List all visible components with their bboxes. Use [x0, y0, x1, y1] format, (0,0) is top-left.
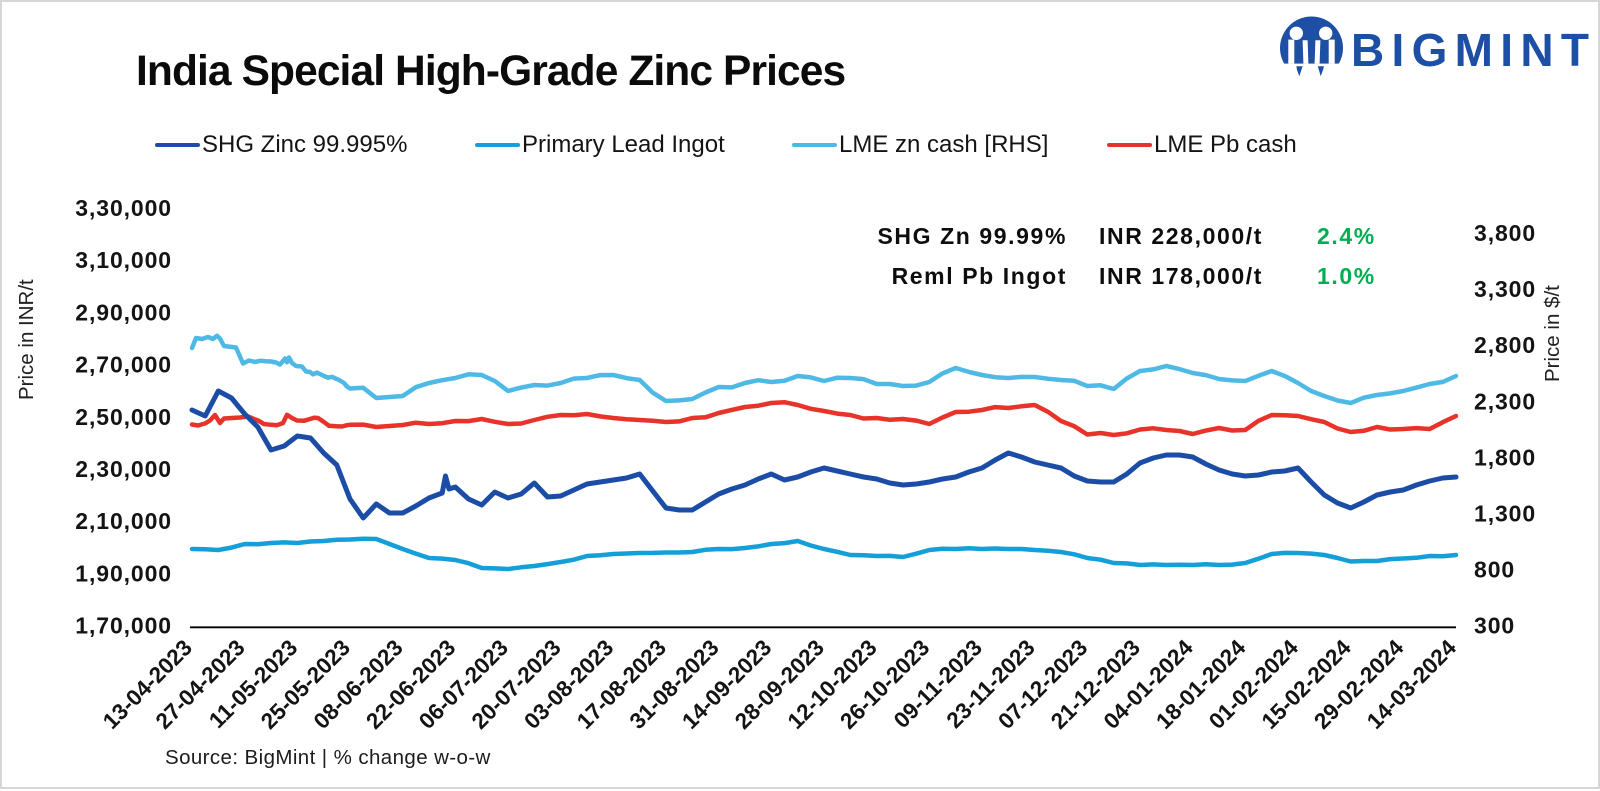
svg-text:3,10,000: 3,10,000 [75, 247, 172, 273]
svg-text:3,800: 3,800 [1474, 220, 1536, 246]
svg-text:1,90,000: 1,90,000 [75, 560, 172, 586]
svg-text:2,70,000: 2,70,000 [75, 352, 172, 378]
svg-text:800: 800 [1474, 557, 1515, 583]
svg-text:2,90,000: 2,90,000 [75, 299, 172, 325]
svg-text:3,300: 3,300 [1474, 276, 1536, 302]
svg-text:300: 300 [1474, 613, 1515, 639]
svg-text:1,300: 1,300 [1474, 501, 1536, 527]
svg-text:2,50,000: 2,50,000 [75, 404, 172, 430]
svg-text:2,800: 2,800 [1474, 332, 1536, 358]
svg-text:1,800: 1,800 [1474, 444, 1536, 470]
svg-text:2,10,000: 2,10,000 [75, 508, 172, 534]
svg-text:1,70,000: 1,70,000 [75, 613, 172, 639]
svg-text:2,300: 2,300 [1474, 388, 1536, 414]
svg-text:3,30,000: 3,30,000 [75, 195, 172, 221]
svg-text:2,30,000: 2,30,000 [75, 456, 172, 482]
